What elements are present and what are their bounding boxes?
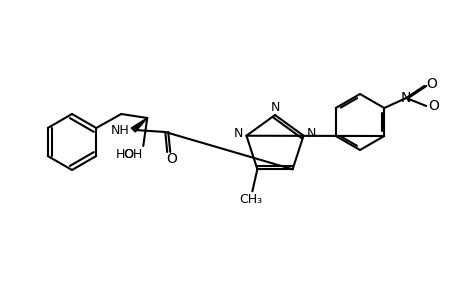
Text: O: O xyxy=(427,99,438,113)
Text: OH: OH xyxy=(123,148,143,160)
Text: HO: HO xyxy=(115,148,134,160)
Text: N: N xyxy=(270,100,279,113)
Text: N: N xyxy=(233,127,243,140)
Text: O: O xyxy=(425,77,436,91)
Text: O: O xyxy=(165,152,176,166)
Text: N: N xyxy=(400,91,410,105)
Text: NH: NH xyxy=(110,124,129,136)
Text: N: N xyxy=(306,127,315,140)
Text: CH₃: CH₃ xyxy=(238,193,261,206)
Polygon shape xyxy=(131,118,147,132)
